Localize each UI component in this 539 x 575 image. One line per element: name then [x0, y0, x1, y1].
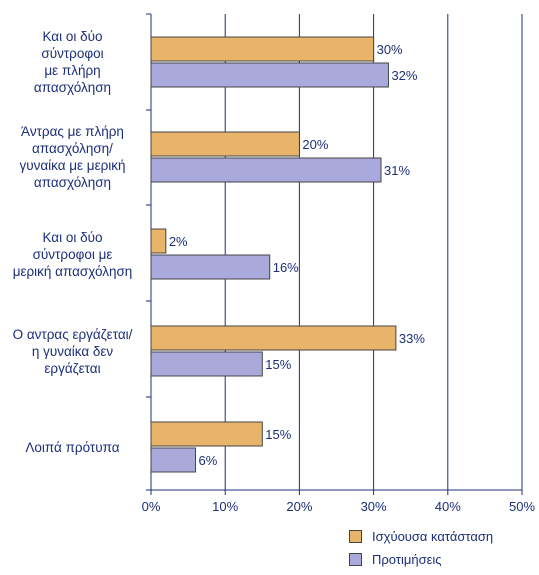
data-label-preferences-3: 15% [265, 357, 291, 372]
bar-current-4 [150, 421, 263, 447]
data-label-preferences-2: 16% [273, 260, 299, 275]
legend-swatch-current [349, 530, 362, 543]
x-tick-label: 50% [509, 499, 535, 514]
x-tick-label: 20% [286, 499, 312, 514]
category-label-1: Άντρας με πλήρη απασχόληση/ γυναίκα με μ… [19, 124, 126, 190]
data-label-preferences-0: 32% [391, 68, 417, 83]
bar-preferences-4 [150, 447, 197, 473]
bar-preferences-0 [150, 62, 389, 88]
data-label-preferences-4: 6% [199, 453, 218, 468]
bar-current-1 [150, 131, 300, 157]
bar-current-2 [150, 228, 167, 254]
x-tick-label: 10% [212, 499, 238, 514]
bar-preferences-3 [150, 351, 263, 377]
data-label-current-1: 20% [302, 137, 328, 152]
legend-item-preferences: Προτιμήσεις [349, 552, 442, 567]
bar-preferences-1 [150, 157, 382, 183]
x-tick-label: 40% [435, 499, 461, 514]
bar-current-3 [150, 325, 397, 351]
legend-label-current: Ισχύουσα κατάσταση [372, 529, 494, 544]
x-tick-label: 0% [142, 499, 161, 514]
legend-item-current: Ισχύουσα κατάσταση [349, 529, 493, 544]
data-label-current-0: 30% [377, 42, 403, 57]
legend-swatch-preferences [349, 553, 362, 566]
data-label-preferences-1: 31% [384, 163, 410, 178]
bar-current-0 [150, 36, 375, 62]
category-label-3: Ο αντρας εργάζεται/ η γυναίκα δεν εργάζε… [12, 326, 133, 376]
category-label-2: Και οι δύο σύντροφοι με μερική απασχόλησ… [12, 229, 133, 279]
legend-label-preferences: Προτιμήσεις [372, 552, 442, 567]
x-tick-label: 30% [361, 499, 387, 514]
category-label-4: Λοιπά πρότυπα [25, 439, 120, 455]
data-label-current-2: 2% [169, 234, 188, 249]
category-label-0: Και οι δύο σύντροφοι με πλήρη απασχόληση [33, 29, 112, 95]
data-label-current-3: 33% [399, 331, 425, 346]
data-label-current-4: 15% [265, 427, 291, 442]
bar-preferences-2 [150, 254, 271, 280]
